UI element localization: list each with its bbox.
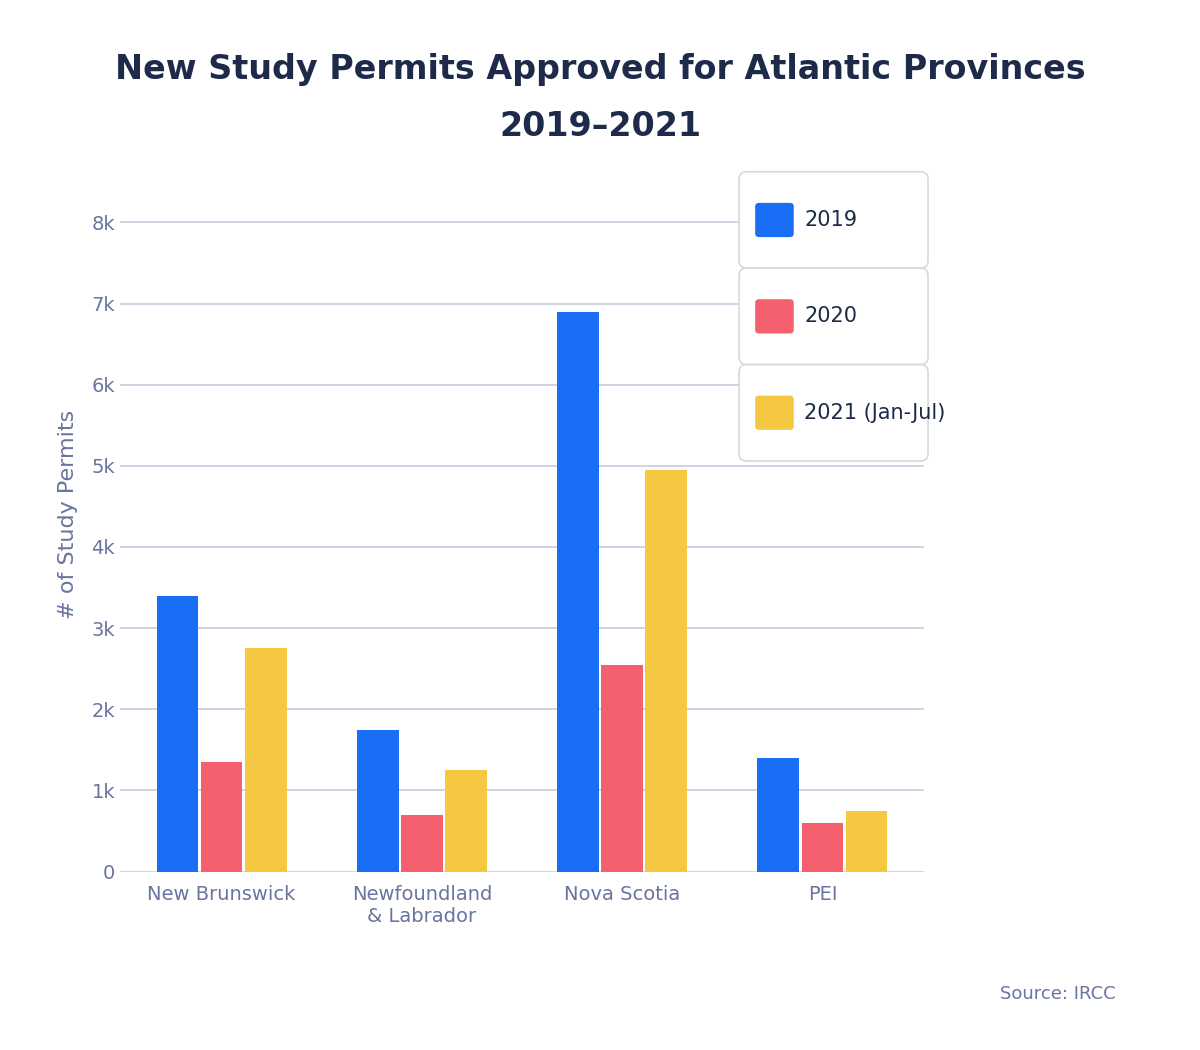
Bar — [356, 730, 398, 872]
FancyBboxPatch shape — [739, 364, 928, 461]
Bar — [245, 648, 287, 872]
Bar — [601, 665, 643, 871]
Bar — [646, 470, 688, 872]
Bar — [200, 762, 242, 871]
Bar — [557, 312, 599, 871]
FancyBboxPatch shape — [739, 172, 928, 268]
Bar — [802, 823, 844, 872]
Text: 2019–2021: 2019–2021 — [499, 110, 701, 143]
Text: 2019: 2019 — [804, 210, 857, 230]
FancyBboxPatch shape — [755, 299, 793, 334]
FancyBboxPatch shape — [755, 203, 793, 237]
Text: 2020: 2020 — [804, 307, 857, 327]
Bar — [401, 815, 443, 872]
Text: 2021 (Jan-Jul): 2021 (Jan-Jul) — [804, 403, 946, 423]
Y-axis label: # of Study Permits: # of Study Permits — [58, 410, 78, 620]
Bar — [156, 595, 198, 872]
Text: New Study Permits Approved for Atlantic Provinces: New Study Permits Approved for Atlantic … — [115, 52, 1085, 85]
FancyBboxPatch shape — [755, 396, 793, 429]
Bar — [846, 811, 888, 872]
Bar — [757, 758, 799, 872]
FancyBboxPatch shape — [739, 268, 928, 364]
Text: Source: IRCC: Source: IRCC — [1001, 985, 1116, 1003]
Bar — [445, 770, 487, 872]
